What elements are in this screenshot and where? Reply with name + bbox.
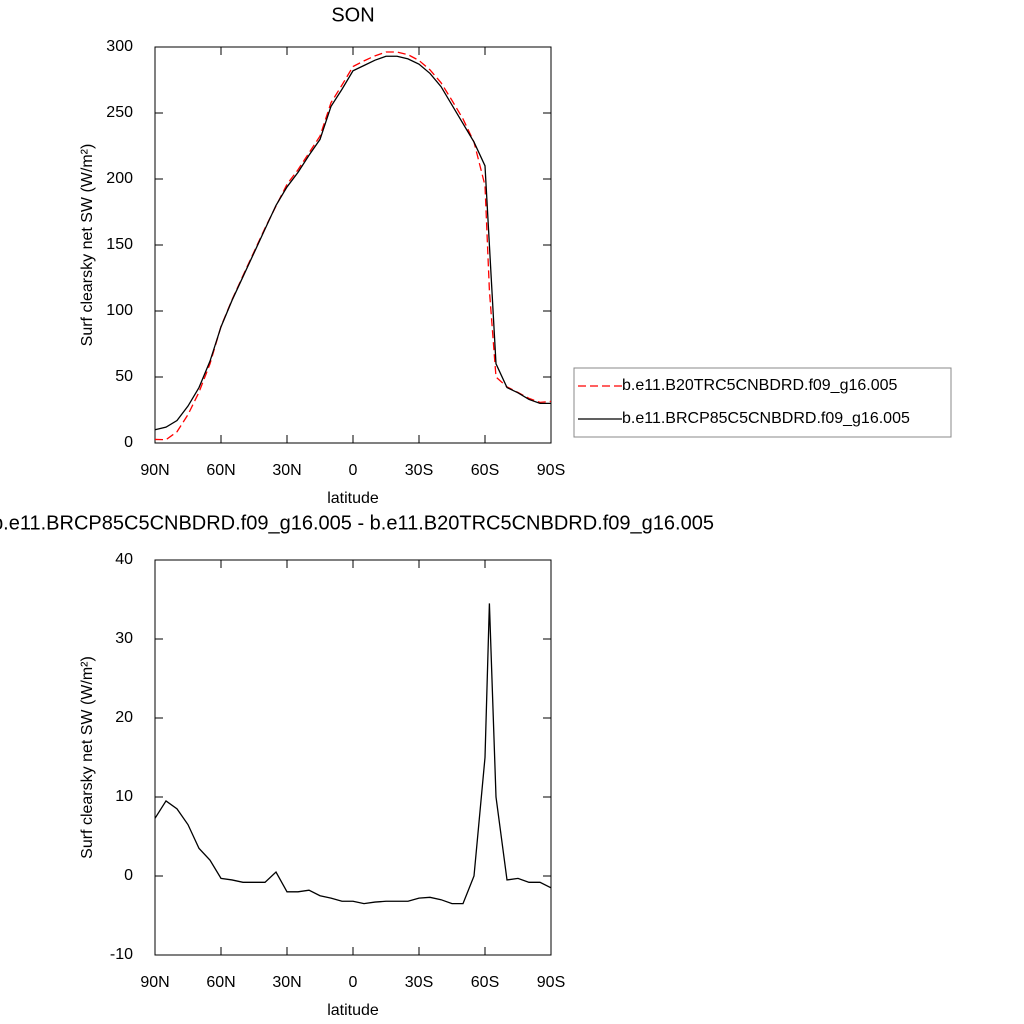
y-tick-label: 250 [106, 104, 133, 121]
y-tick-label: 50 [115, 368, 133, 385]
plot-frame [154, 46, 552, 444]
x-tick-label: 90N [140, 462, 169, 479]
x-tick-label: 60S [471, 462, 499, 479]
chart-title: b.e11.BRCP85C5CNBDRD.f09_g16.005 - b.e11… [0, 512, 714, 534]
legend-label: b.e11.BRCP85C5CNBDRD.f09_g16.005 [622, 410, 910, 427]
chart-title: SON [331, 4, 374, 26]
data-line [154, 603, 552, 905]
x-tick-label: 90S [537, 974, 565, 991]
y-tick-label: 150 [106, 236, 133, 253]
y-tick-label: 20 [115, 709, 133, 726]
x-tick-label: 60S [471, 974, 499, 991]
x-tick-label: 0 [349, 974, 358, 991]
x-axis-label: latitude [327, 490, 379, 507]
plot-frame [154, 559, 552, 956]
x-tick-label: 90N [140, 974, 169, 991]
x-tick-label: 30N [272, 974, 301, 991]
legend-label: b.e11.B20TRC5CNBDRD.f09_g16.005 [622, 377, 898, 394]
data-line [154, 51, 552, 441]
y-tick-label: 10 [115, 788, 133, 805]
y-axis-label: Surf clearsky net SW (W/m²) [79, 656, 96, 859]
y-tick-label: 0 [124, 434, 133, 451]
y-tick-label: 200 [106, 170, 133, 187]
x-tick-label: 30S [405, 974, 433, 991]
x-tick-label: 30N [272, 462, 301, 479]
x-tick-label: 0 [349, 462, 358, 479]
y-tick-label: 0 [124, 867, 133, 884]
x-axis-label: latitude [327, 1002, 379, 1019]
y-axis-label: Surf clearsky net SW (W/m²) [79, 144, 96, 347]
data-line [154, 55, 551, 431]
x-tick-label: 90S [537, 462, 565, 479]
x-tick-label: 60N [206, 974, 235, 991]
legend-box [573, 367, 952, 438]
y-tick-label: 40 [115, 551, 133, 568]
x-tick-label: 30S [405, 462, 433, 479]
x-tick-label: 60N [206, 462, 235, 479]
y-tick-label: 30 [115, 630, 133, 647]
y-tick-label: 300 [106, 38, 133, 55]
y-tick-label: -10 [110, 946, 133, 963]
y-tick-label: 100 [106, 302, 133, 319]
